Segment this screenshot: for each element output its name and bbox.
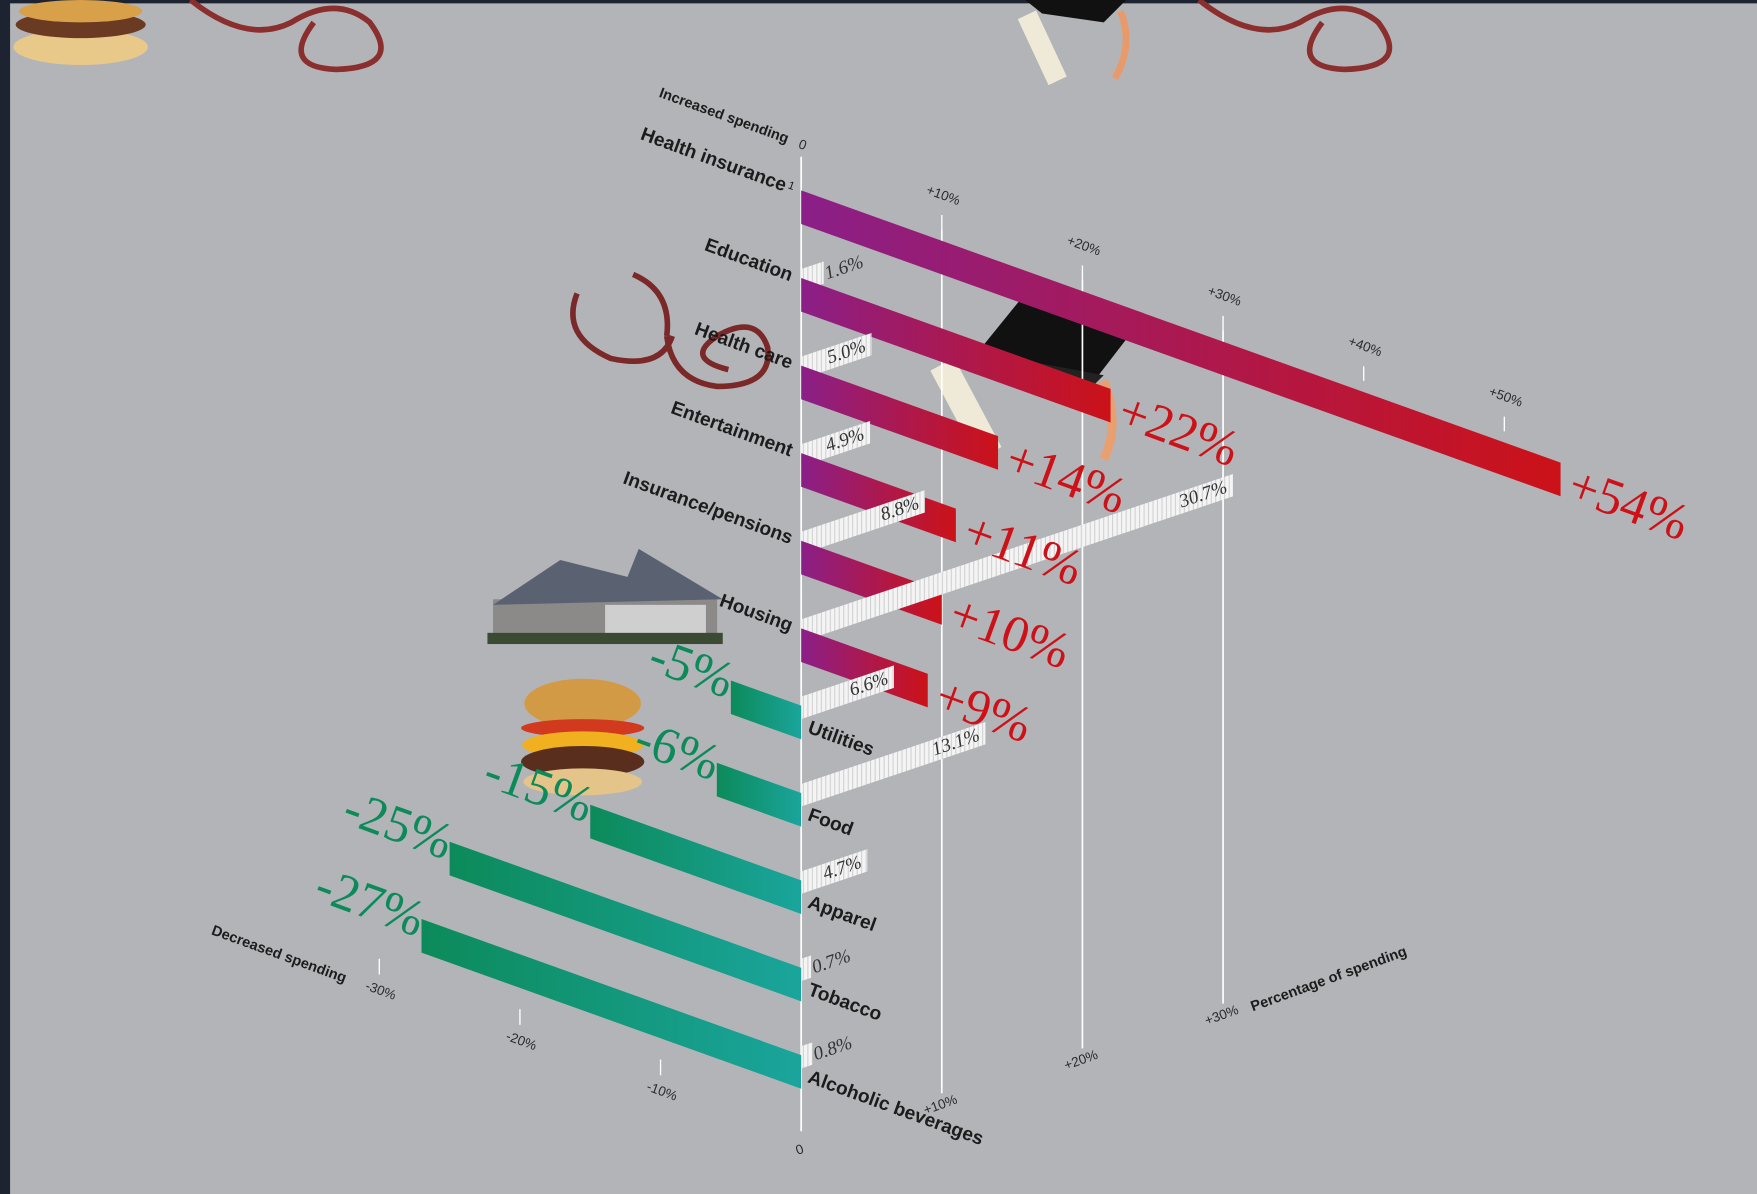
decrease-bar	[716, 762, 802, 827]
increase-bar	[801, 453, 956, 543]
decoration-cap-top	[1017, 0, 1130, 86]
share-bar	[801, 421, 871, 467]
increase-bar	[801, 365, 999, 470]
category-footnote-mark: 1	[786, 180, 796, 193]
decrease-bar	[730, 680, 802, 740]
share-bar	[801, 665, 894, 720]
increase-bar	[801, 628, 928, 708]
share-bar	[801, 721, 986, 807]
decoration-burger	[521, 678, 645, 796]
decrease-bar	[590, 804, 802, 914]
top-frame	[0, 0, 1757, 4]
decoration-house	[487, 548, 723, 645]
bars	[421, 190, 1561, 1089]
share-bar	[801, 1042, 813, 1069]
left-frame	[0, 0, 11, 1194]
increase-bar	[801, 190, 1561, 497]
increase-bar	[801, 278, 1111, 423]
decrease-bar	[421, 919, 802, 1089]
decoration-burger-top	[13, 0, 148, 65]
share-bar	[801, 332, 872, 380]
decrease-bar	[449, 841, 802, 1002]
share-bar	[801, 473, 1233, 642]
share-bar	[801, 849, 868, 894]
decoration-stethoscope	[570, 271, 771, 390]
share-bar	[801, 490, 925, 555]
decoration-stethoscope-top	[188, 0, 1393, 73]
share-bar	[801, 955, 812, 982]
